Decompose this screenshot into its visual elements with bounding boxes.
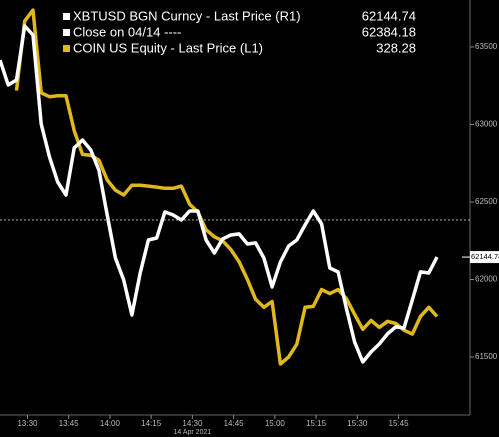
legend-swatch — [63, 45, 70, 52]
x-tick-label: 15:45 — [389, 419, 410, 428]
legend-swatch — [63, 29, 70, 36]
x-tick-label: 13:30 — [17, 419, 38, 428]
plot-area — [0, 8, 439, 366]
legend-label: XBTUSD BGN Curncy - Last Price (R1) — [73, 8, 301, 23]
series-line — [0, 24, 439, 364]
x-tick-label: 14:15 — [141, 419, 162, 428]
legend-label: Close on 04/14 ---- — [73, 24, 181, 39]
x-tick-label: 14:45 — [224, 419, 245, 428]
x-tick-label: 14:30 — [182, 419, 203, 428]
legend-label: COIN US Equity - Last Price (L1) — [73, 40, 263, 55]
series-line — [14, 8, 439, 366]
y-tick-label: 63000 — [475, 120, 498, 129]
y-tick-label: 62500 — [475, 197, 498, 206]
legend-swatch — [63, 13, 70, 20]
legend: XBTUSD BGN Curncy - Last Price (R1) 62144… — [63, 8, 416, 55]
x-tick-label: 15:30 — [347, 419, 368, 428]
y-tick-label: 63500 — [475, 42, 498, 51]
x-tick-label: 15:15 — [306, 419, 327, 428]
x-sublabel: 14 Apr 2021 — [174, 429, 212, 436]
legend-value: 62144.74 — [362, 8, 416, 23]
y-tick-label: 62000 — [475, 275, 498, 284]
x-tick-label: 14:00 — [100, 419, 121, 428]
legend-value: 62384.18 — [362, 24, 416, 39]
x-tick-label: 13:45 — [59, 419, 80, 428]
last-value-label: 62144.74 — [471, 252, 499, 261]
y-tick-label: 61500 — [475, 352, 498, 361]
x-tick-label: 15:00 — [265, 419, 286, 428]
legend-value: 328.28 — [376, 40, 416, 55]
last-value-tag — [470, 251, 499, 264]
